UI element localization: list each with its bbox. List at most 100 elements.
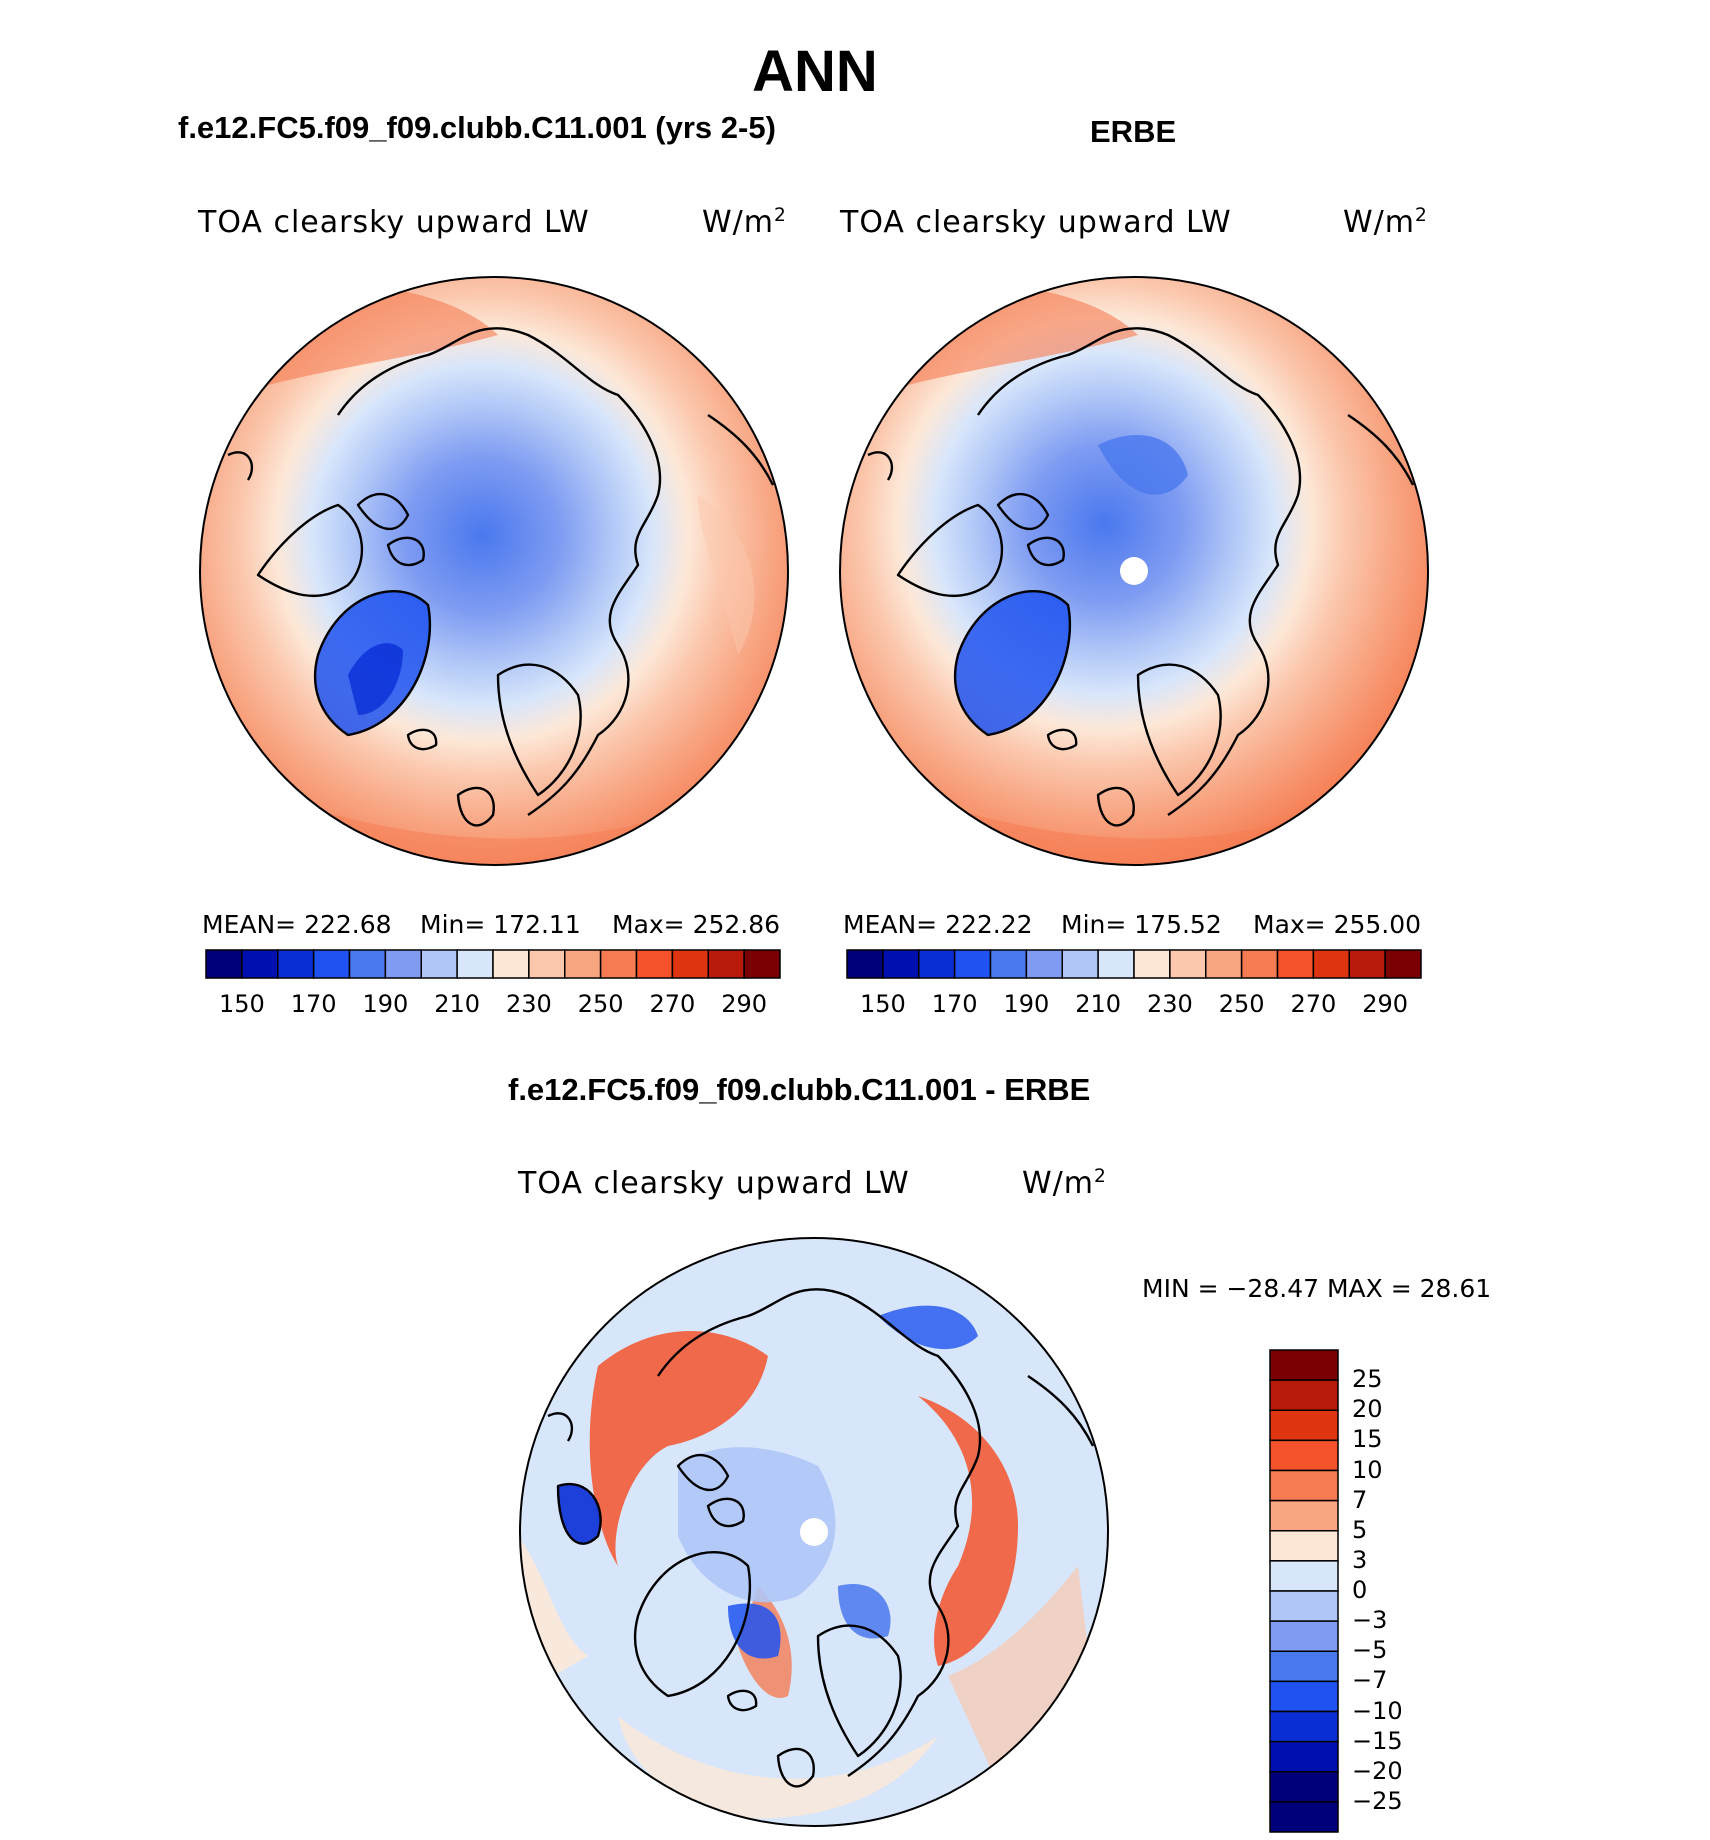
panel3-variable-label: TOA clearsky upward LW: [518, 1166, 910, 1201]
panel1-colorbar-box: [564, 949, 602, 979]
panel1-polar-map: [199, 276, 789, 866]
panel2-colorbar-tick-label: 270: [1290, 990, 1337, 1018]
panel3-colorbar-tick-label: 10: [1352, 1455, 1383, 1484]
panel1-colorbar-tick-label: 210: [434, 990, 481, 1018]
panel2-subtitle: ERBE: [1090, 114, 1177, 149]
panel2-colorbar-box: [1312, 949, 1350, 979]
panel3-units-label: W/m2: [1022, 1166, 1107, 1201]
panel1-colorbar-box: [312, 949, 351, 979]
panel1-colorbar-box: [599, 949, 638, 979]
panel3-colorbar-box: [1269, 1560, 1339, 1592]
panel3-colorbar-box: [1269, 1409, 1339, 1442]
panel1-colorbar-box: [528, 949, 566, 979]
panel3-colorbar-box: [1269, 1469, 1339, 1502]
panel3-colorbar-box: [1269, 1771, 1339, 1803]
panel3-colorbar-box: [1269, 1650, 1339, 1683]
panel1-colorbar-tick-label: 270: [649, 990, 696, 1018]
panel1-colorbar-box: [671, 949, 709, 979]
panel1-variable-label: TOA clearsky upward LW: [198, 205, 590, 240]
panel3-colorbar-tick-label: −20: [1352, 1756, 1403, 1785]
panel1-mean: MEAN= 222.68: [202, 910, 392, 939]
panel1-colorbar-tick-label: 190: [362, 990, 409, 1018]
panel2-colorbar-box: [1384, 949, 1422, 979]
panel1-colorbar-box: [635, 949, 674, 979]
panel3-colorbar-tick-label: −15: [1352, 1726, 1403, 1755]
panel2-colorbar-box: [989, 949, 1028, 979]
panel1-colorbar-box: [384, 949, 422, 979]
panel2-colorbar-box: [1276, 949, 1315, 979]
panel3-colorbar-tick-label: 7: [1352, 1485, 1368, 1514]
panel3-colorbar-box: [1269, 1499, 1339, 1532]
panel1-units-label: W/m2: [702, 205, 787, 240]
panel2-colorbar-box: [1097, 949, 1135, 979]
panel1-colorbar-box: [277, 949, 315, 979]
panel2-colorbar: [846, 949, 1422, 979]
panel2-min: Min= 175.52: [1061, 910, 1222, 939]
panel1-min: Min= 172.11: [420, 910, 581, 939]
panel1-colorbar-tick-label: 250: [577, 990, 624, 1018]
panel3-colorbar-ticks: 25 20 15 10 7 5 3 0 −3 −5 −7 −10 −15 −20 −25: [1352, 1350, 1432, 1832]
panel1-colorbar-box: [707, 949, 745, 979]
panel1-colorbar-box: [420, 949, 458, 979]
panel3-colorbar-box: [1269, 1379, 1339, 1411]
panel3-colorbar-box: [1269, 1439, 1339, 1472]
panel2-colorbar-box: [1169, 949, 1207, 979]
panel3-colorbar-tick-label: 5: [1352, 1515, 1368, 1544]
panel2-colorbar-box: [1133, 949, 1171, 979]
panel1-colorbar-box: [205, 949, 243, 979]
panel1-colorbar-tick-label: 230: [505, 990, 552, 1018]
panel2-colorbar-tick-label: 230: [1146, 990, 1193, 1018]
panel2-mean: MEAN= 222.22: [843, 910, 1033, 939]
panel3-colorbar-box: [1269, 1590, 1339, 1622]
panel2-colorbar-tick-label: 150: [859, 990, 906, 1018]
panel3-polar-map: [519, 1237, 1109, 1827]
panel1-subtitle: f.e12.FC5.f09_f09.clubb.C11.001 (yrs 2-5…: [178, 110, 776, 145]
panel3-colorbar-box: [1269, 1620, 1339, 1652]
panel2-colorbar-box: [1348, 949, 1386, 979]
panel3-colorbar-tick-label: −3: [1352, 1606, 1388, 1635]
panel2-colorbar-box: [882, 949, 920, 979]
panel3-colorbar-tick-label: −7: [1352, 1666, 1388, 1695]
panel3-colorbar-tick-label: −5: [1352, 1636, 1388, 1665]
panel3-colorbar-tick-label: 3: [1352, 1545, 1368, 1574]
panel2-colorbar-box: [1205, 949, 1243, 979]
panel1-colorbar-box: [241, 949, 279, 979]
panel2-colorbar-box: [1025, 949, 1063, 979]
panel1-colorbar-tick-label: 170: [290, 990, 337, 1018]
panel3-colorbar-box: [1269, 1801, 1339, 1833]
panel2-colorbar-tick-label: 170: [931, 990, 978, 1018]
panel3-colorbar-tick-label: 25: [1352, 1365, 1383, 1394]
panel2-colorbar-tick-label: 250: [1218, 990, 1265, 1018]
panel3-minmax: MIN = −28.47 MAX = 28.61: [1142, 1274, 1492, 1303]
panel3-colorbar-box: [1269, 1349, 1339, 1381]
panel1-colorbar-box: [348, 949, 387, 979]
panel3-colorbar: [1269, 1349, 1339, 1833]
panel2-variable-label: TOA clearsky upward LW: [840, 205, 1232, 240]
panel2-units-label: W/m2: [1343, 205, 1428, 240]
panel1-max: Max= 252.86: [612, 910, 781, 939]
panel2-colorbar-tick-label: 290: [1362, 990, 1409, 1018]
panel3-colorbar-box: [1269, 1530, 1339, 1562]
panel3-subtitle: f.e12.FC5.f09_f09.clubb.C11.001 - ERBE: [508, 1072, 1091, 1107]
panel3-colorbar-tick-label: 0: [1352, 1576, 1368, 1604]
panel3-colorbar-box: [1269, 1740, 1339, 1773]
panel2-colorbar-box: [1061, 949, 1099, 979]
panel2-colorbar-box: [846, 949, 884, 979]
panel1-colorbar: [205, 949, 781, 979]
panel3-colorbar-tick-label: 15: [1352, 1425, 1383, 1454]
panel1-colorbar-tick-label: 150: [218, 990, 265, 1018]
panel1-colorbar-box: [492, 949, 530, 979]
panel3-colorbar-box: [1269, 1710, 1339, 1743]
panel2-colorbar-tick-label: 190: [1003, 990, 1050, 1018]
panel2-polar-map: [839, 276, 1429, 866]
panel2-colorbar-box: [918, 949, 956, 979]
panel1-colorbar-box: [743, 949, 781, 979]
panel3-colorbar-tick-label: 20: [1352, 1395, 1383, 1424]
panel2-colorbar-tick-label: 210: [1075, 990, 1122, 1018]
panel1-colorbar-box: [456, 949, 494, 979]
panel2-colorbar-box: [1240, 949, 1279, 979]
panel2-colorbar-ticks: 150 170 190 210 230 250 270 290: [847, 990, 1421, 1020]
main-title: ANN: [752, 39, 878, 104]
panel1-colorbar-tick-label: 290: [721, 990, 768, 1018]
panel3-colorbar-tick-label: −25: [1352, 1786, 1403, 1815]
